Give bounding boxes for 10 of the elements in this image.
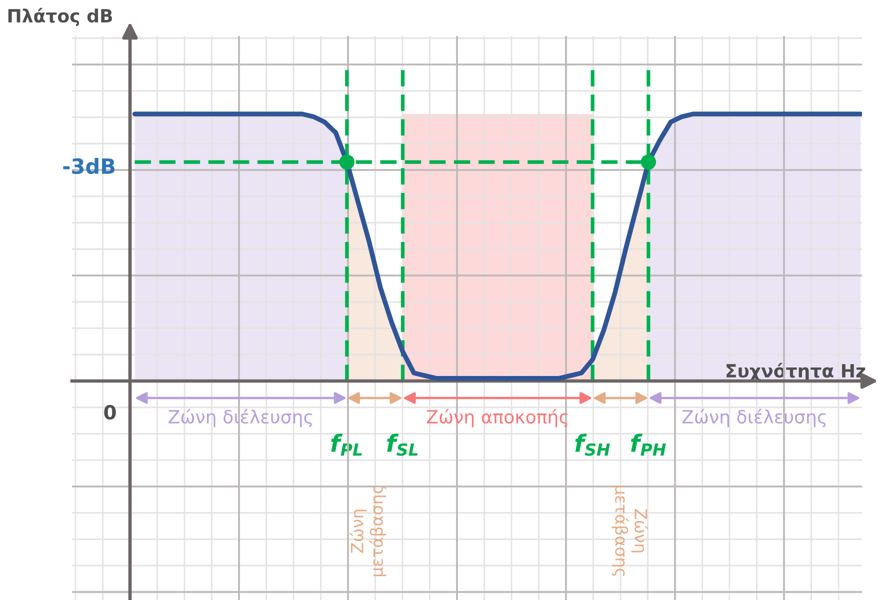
text: Ζώνη μετάβασης [612,486,648,576]
text: 0 [104,404,116,420]
x-tick-label: f$_{PH}$ [630,434,666,456]
y-axis-title: Πλάτος dB [8,8,112,26]
text: -3dB [63,158,115,174]
x-tick-label: f$_{SH}$ [575,434,610,456]
x-tick-label: f$_{PL}$ [331,434,362,456]
legend-label: Ζώνη αποκοπής [426,408,568,428]
text: Ζώνη μετάβασης [350,486,386,576]
x-tick-label: f$_{SL}$ [387,434,418,456]
